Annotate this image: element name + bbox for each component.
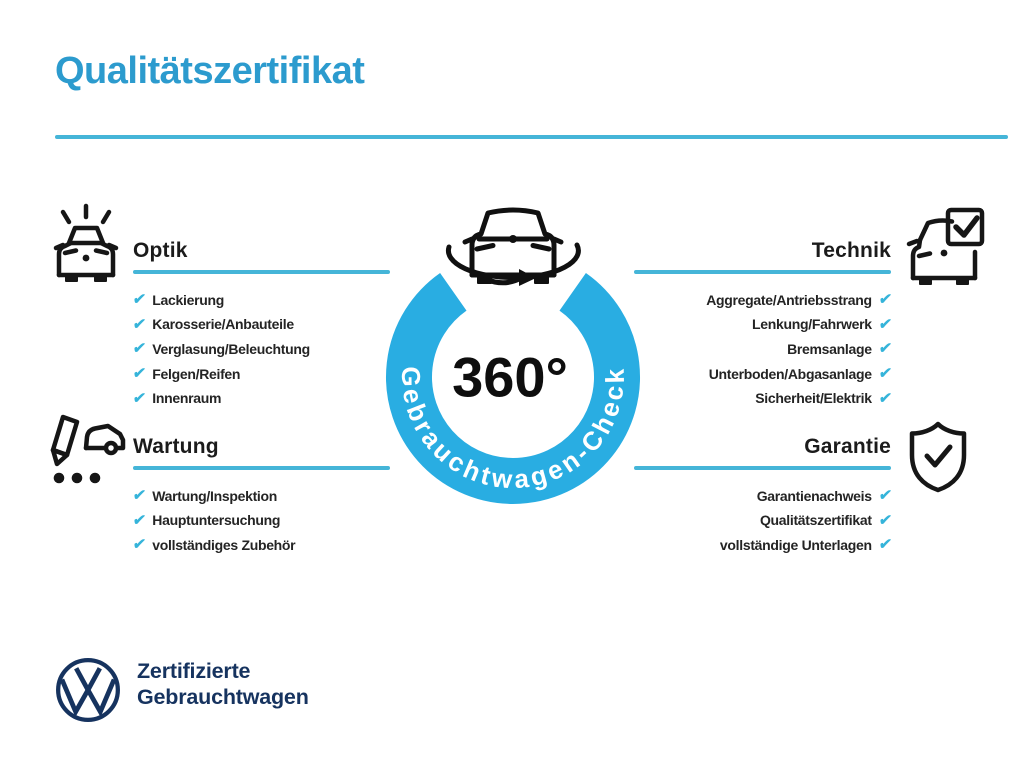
- checklist-item-label: Felgen/Reifen: [152, 365, 241, 382]
- checklist-item-label: Hauptuntersuchung: [152, 512, 281, 529]
- checklist-item: ✔ Felgen/Reifen: [131, 361, 390, 386]
- check-icon: ✔: [131, 487, 147, 505]
- checklist-item-label: Verglasung/Beleuchtung: [152, 340, 310, 357]
- check-icon: ✔: [877, 315, 893, 333]
- checklist-item-label: Lenkung/Fahrwerk: [752, 316, 872, 333]
- checklist-item-label: Aggregate/Antriebsstrang: [706, 291, 872, 308]
- ring-arc: [386, 273, 640, 504]
- vw-logo: [52, 654, 124, 731]
- check-icon: ✔: [131, 291, 147, 309]
- shiny-car-icon: [46, 202, 126, 289]
- checklist-item: Unterboden/Abgasanlage ✔: [634, 361, 893, 386]
- title-divider: [55, 135, 1008, 139]
- check-icon: ✔: [877, 340, 893, 358]
- check-icon: ✔: [131, 315, 147, 333]
- checklist-item: ✔ Hauptuntersuchung: [131, 508, 390, 533]
- section-title: Optik: [133, 239, 188, 262]
- section-technik: Technik Aggregate/Antriebsstrang ✔ Lenkun…: [634, 239, 893, 411]
- degree-label: 360°: [452, 346, 568, 409]
- checklist-item-label: Garantienachweis: [756, 487, 872, 504]
- car-360-rotation-icon: [445, 207, 581, 286]
- section-underline: [133, 270, 390, 274]
- checklist-item: Sicherheit/Elektrik ✔: [634, 386, 893, 411]
- checklist-item-label: vollständiges Zubehör: [152, 536, 296, 553]
- shield-check-icon: [906, 419, 970, 500]
- check-icon: ✔: [877, 291, 893, 309]
- pencil-car-checklist-icon: [42, 411, 128, 492]
- checklist-item-label: Innenraum: [152, 390, 222, 407]
- footer-claim: Zertifizierte Gebrauchtwagen: [137, 658, 309, 710]
- check-icon: ✔: [131, 536, 147, 554]
- checklist-item-label: Qualitätszertifikat: [759, 512, 872, 529]
- checklist-item: ✔ Innenraum: [131, 386, 390, 411]
- checklist-item: ✔ vollständiges Zubehör: [131, 533, 390, 558]
- checklist-item-label: Karosserie/Anbauteile: [152, 316, 294, 333]
- checklist-item-label: Unterboden/Abgasanlage: [708, 365, 872, 382]
- checklist-item: Aggregate/Antriebsstrang ✔: [634, 288, 893, 313]
- check-icon: ✔: [131, 340, 147, 358]
- check-icon: ✔: [877, 536, 893, 554]
- check-icon: ✔: [877, 511, 893, 529]
- checklist-item-label: Sicherheit/Elektrik: [755, 390, 872, 407]
- checklist-item: ✔ Wartung/Inspektion: [131, 484, 390, 509]
- checklist-item: ✔ Lackierung: [131, 288, 390, 313]
- car-checkbox-icon: [902, 206, 986, 291]
- section-title: Technik: [811, 239, 891, 262]
- checklist-item: Qualitätszertifikat ✔: [634, 508, 893, 533]
- check-icon: ✔: [131, 365, 147, 383]
- footer-claim-line2: Gebrauchtwagen: [137, 685, 309, 709]
- section-title: Garantie: [804, 435, 891, 458]
- section-optik: Optik ✔ Lackierung ✔ Karosserie/Anbauteile…: [131, 239, 390, 411]
- section-underline: [133, 466, 390, 470]
- checklist-item-label: Wartung/Inspektion: [152, 487, 278, 504]
- checklist-item: Lenkung/Fahrwerk ✔: [634, 312, 893, 337]
- hub-360-ring: Gebrauchtwagen-Check 360°: [386, 207, 640, 504]
- section-underline: [634, 270, 891, 274]
- page-title: Qualitätszertifikat: [55, 50, 365, 92]
- checklist-item: Garantienachweis ✔: [634, 484, 893, 509]
- checklist-item: vollständige Unterlagen ✔: [634, 533, 893, 558]
- check-icon: ✔: [131, 511, 147, 529]
- check-icon: ✔: [877, 389, 893, 407]
- checklist-item-label: Lackierung: [152, 291, 224, 308]
- check-icon: ✔: [131, 389, 147, 407]
- checklist-item: ✔ Verglasung/Beleuchtung: [131, 337, 390, 362]
- section-underline: [634, 466, 891, 470]
- checklist-item: ✔ Karosserie/Anbauteile: [131, 312, 390, 337]
- checklist-item: Bremsanlage ✔: [634, 337, 893, 362]
- section-title: Wartung: [133, 435, 219, 458]
- section-wartung: Wartung ✔ Wartung/Inspektion ✔ Hauptunters…: [131, 435, 390, 558]
- section-garantie: Garantie Garantienachweis ✔ Qualitätszert…: [634, 435, 893, 558]
- check-icon: ✔: [877, 365, 893, 383]
- checklist-item-label: vollständige Unterlagen: [719, 536, 872, 553]
- check-icon: ✔: [877, 487, 893, 505]
- footer-claim-line1: Zertifizierte: [137, 659, 251, 683]
- checklist-item-label: Bremsanlage: [787, 340, 872, 357]
